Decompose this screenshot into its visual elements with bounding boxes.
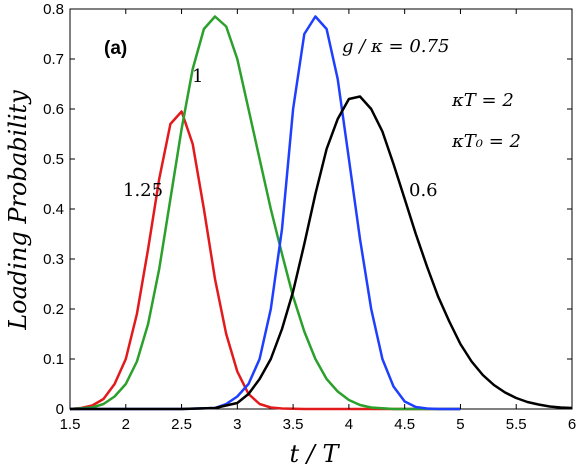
x-tick-label: 3.5: [283, 416, 304, 433]
y-tick-label: 0.4: [43, 201, 64, 218]
panel-label: (a): [104, 38, 127, 59]
y-tick-label: 0.5: [43, 151, 64, 168]
x-axis-label: t / T: [290, 440, 341, 468]
series-line-2: [70, 15, 461, 411]
y-tick-label: 0.2: [43, 301, 64, 318]
x-tick-label: 4.5: [394, 416, 415, 433]
y-tick-label: 0.1: [43, 351, 64, 368]
y-axis-label: Loading Probability: [4, 90, 32, 331]
tick-layer: 1.5 2 2.5 3 3.5 4 4.5 5 5.5 6 0 0.1 0.2 0.3 0.4 0.5 0.6 0…: [43, 1, 576, 433]
annotation-series-0-75: g / κ = 0.75: [342, 36, 449, 57]
x-tick-label: 2.5: [171, 416, 192, 433]
y-tick-label: 0.8: [43, 1, 64, 18]
annotation-series-1-25: 1.25: [123, 180, 163, 201]
annotation-series-1: 1: [192, 66, 203, 87]
x-tick-label: 6: [568, 416, 576, 433]
x-tick-label: 5: [456, 416, 464, 433]
param-kappa-t: κT = 2: [451, 90, 514, 111]
y-tick-label: 0.6: [43, 101, 64, 118]
series-line-0: [69, 110, 461, 411]
x-tick-label: 3: [233, 416, 241, 433]
param-kappa-t0: κT₀ = 2: [451, 131, 521, 152]
y-tick-label: 0: [56, 401, 64, 418]
plot-area: [69, 8, 573, 410]
annotation-series-0-6: 0.6: [409, 180, 438, 201]
series-line-1: [69, 15, 461, 411]
plot-frame: [69, 8, 573, 410]
x-tick-label: 5.5: [506, 416, 527, 433]
series-line-3: [70, 95, 573, 411]
x-tick-label: 4: [345, 416, 353, 433]
y-tick-label: 0.7: [43, 51, 64, 68]
series-layer: [69, 15, 573, 411]
x-tick-label: 2: [122, 416, 130, 433]
x-tick-label: 1.5: [60, 416, 81, 433]
y-tick-label: 0.3: [43, 251, 64, 268]
